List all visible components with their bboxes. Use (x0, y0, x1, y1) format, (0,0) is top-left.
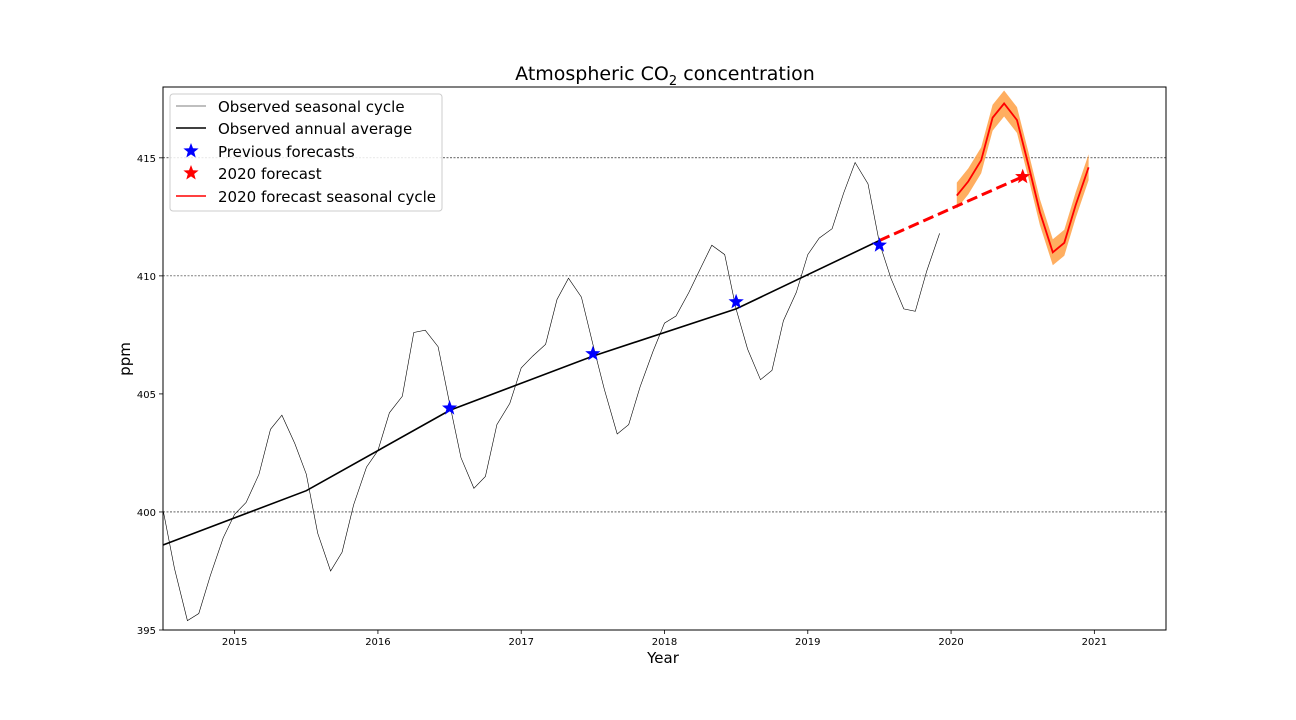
forecast-uncertainty-band (956, 90, 1089, 266)
x-tick-label: 2020 (938, 637, 963, 648)
x-tick-label: 2015 (222, 637, 247, 648)
previous-forecast-star (442, 400, 458, 415)
x-tick-label: 2016 (365, 637, 390, 648)
legend-star-icon (183, 165, 199, 180)
x-axis-label: Year (646, 649, 680, 667)
y-tick-label: 395 (137, 626, 156, 637)
legend-label-seasonal: Observed seasonal cycle (218, 98, 405, 116)
x-tick-label: 2019 (795, 637, 820, 648)
legend-star-icon (183, 143, 199, 158)
legend-label-forecast-cycle: 2020 forecast seasonal cycle (218, 188, 436, 206)
plot-area: 2015 2016 2017 2018 2019 2020 2021 395 400 405 410… (137, 86, 1167, 648)
legend: Observed seasonal cycle Observed annual … (169, 93, 443, 212)
legend-label-forecast: 2020 forecast (218, 165, 322, 183)
y-axis-label: ppm (116, 342, 134, 376)
forecast-trend-line (878, 175, 1024, 242)
legend-label-previous: Previous forecasts (218, 143, 355, 161)
plot-frame (162, 86, 1167, 631)
previous-forecast-star (585, 345, 601, 361)
previous-forecast-star (871, 237, 887, 252)
x-tick-label: 2017 (508, 637, 533, 648)
legend-swatch-previous (183, 143, 199, 158)
legend-label-annual: Observed annual average (218, 120, 412, 138)
annual-average-line (162, 239, 880, 546)
y-tick-label: 405 (137, 390, 156, 401)
x-tick-label: 2018 (652, 637, 677, 648)
chart-title: Atmospheric CO2 concentration (515, 63, 815, 89)
seasonal-cycle-line (162, 161, 940, 622)
y-tick-label: 415 (137, 154, 156, 165)
y-tick-label: 410 (137, 272, 156, 283)
legend-box (169, 93, 443, 212)
forecast-2020-star (1015, 168, 1031, 184)
y-tick-label: 400 (137, 508, 156, 519)
x-tick-label: 2021 (1082, 637, 1107, 648)
forecast-seasonal-line (956, 102, 1090, 254)
legend-swatch-forecast (183, 165, 199, 180)
previous-forecast-star (728, 293, 744, 309)
